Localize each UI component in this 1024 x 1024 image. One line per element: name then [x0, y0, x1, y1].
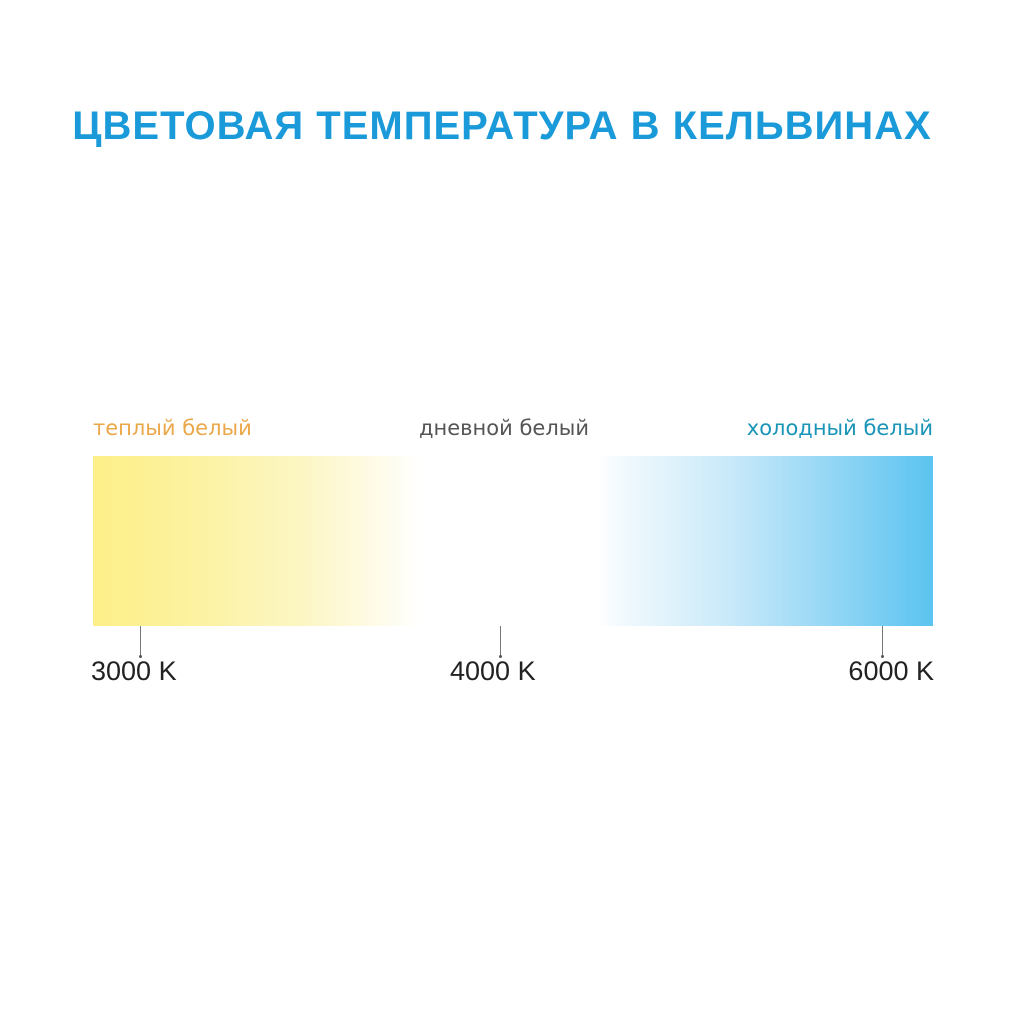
tick-6000	[881, 626, 884, 658]
tick-label-6000: 6000 K	[848, 656, 934, 686]
page-title: ЦВЕТОВАЯ ТЕМПЕРАТУРА В КЕЛЬВИНАХ	[72, 104, 932, 148]
daylight-white-label: дневной белый	[419, 416, 589, 440]
warm-white-label: теплый белый	[93, 416, 252, 440]
tick-label-4000: 4000 K	[450, 656, 536, 686]
color-temperature-gradient-bar	[93, 456, 933, 626]
tick-4000	[499, 626, 502, 658]
tick-3000	[139, 626, 142, 658]
tick-label-3000: 3000 K	[91, 656, 177, 686]
cold-white-label: холодный белый	[746, 416, 933, 440]
